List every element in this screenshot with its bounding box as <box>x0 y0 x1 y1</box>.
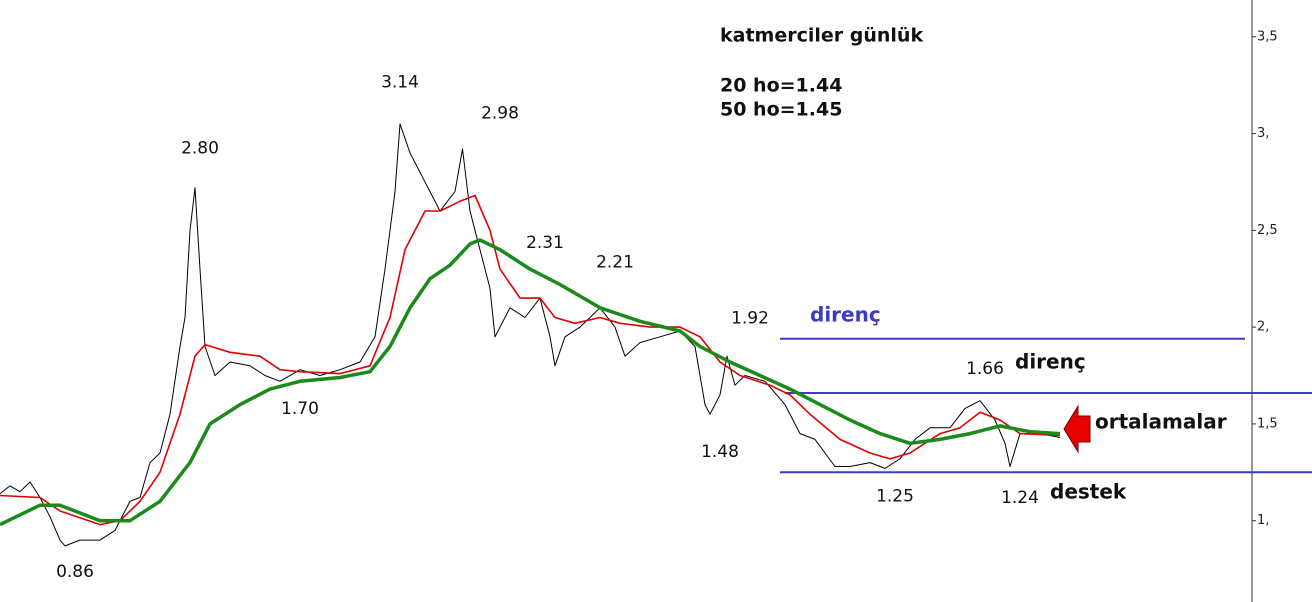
level-label: direnç <box>1015 350 1086 374</box>
y-tick-label: 1, <box>1257 513 1269 528</box>
annotation: 1.24 <box>1001 488 1039 508</box>
y-tick-label: 3,5 <box>1257 29 1278 44</box>
level-label: destek <box>1050 480 1127 504</box>
chart-title: katmerciler günlük <box>720 25 923 47</box>
annotation: 1.92 <box>731 309 769 329</box>
level-label: direnç <box>810 303 881 327</box>
info-text: 20 ho=1.44 <box>720 75 842 97</box>
annotation: 2.31 <box>526 233 564 253</box>
arrow <box>1063 404 1091 454</box>
y-tick-label: 2,5 <box>1257 223 1278 238</box>
annotation: 2.80 <box>181 138 219 158</box>
arrow-label: ortalamalar <box>1095 410 1227 434</box>
annotation: 3.14 <box>381 72 419 92</box>
annotation: 2.21 <box>596 252 634 272</box>
annotation: 0.86 <box>56 562 94 582</box>
annotation: 1.66 <box>966 359 1004 379</box>
y-tick-label: 2, <box>1257 320 1269 335</box>
series-line <box>0 123 1061 547</box>
annotation: 1.48 <box>701 442 739 462</box>
y-tick-label: 1,5 <box>1257 416 1278 431</box>
annotation: 1.25 <box>876 486 914 506</box>
y-tick-label: 3, <box>1257 126 1269 141</box>
series-line <box>0 194 1061 526</box>
annotation: 2.98 <box>481 103 519 123</box>
series-line <box>0 238 1061 527</box>
annotation: 1.70 <box>281 399 319 419</box>
info-text: 50 ho=1.45 <box>720 99 842 121</box>
